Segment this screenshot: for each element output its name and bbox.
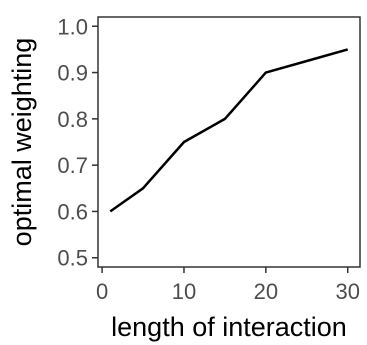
- x-tick-label: 20: [254, 279, 278, 304]
- x-tick-label: 30: [335, 279, 359, 304]
- y-tick-label: 0.5: [57, 246, 88, 271]
- series-line: [109, 48, 349, 213]
- series-group: [109, 48, 349, 213]
- y-axis-title: optimal weighting: [7, 38, 37, 247]
- x-tick-label: 10: [172, 279, 196, 304]
- x-axis-title: length of interaction: [111, 312, 347, 342]
- x-axis-ticks: 0 10 20 30: [96, 267, 360, 304]
- y-tick-label: 0.6: [57, 199, 88, 224]
- y-tick-label: 0.7: [57, 153, 88, 178]
- y-tick-label: 0.9: [57, 61, 88, 86]
- y-axis-ticks: 0.5 0.6 0.7 0.8 0.9 1.0: [57, 14, 98, 271]
- y-tick-label: 0.8: [57, 107, 88, 132]
- x-tick-label: 0: [96, 279, 108, 304]
- plot-panel: [97, 16, 361, 268]
- y-tick-label: 1.0: [57, 14, 88, 39]
